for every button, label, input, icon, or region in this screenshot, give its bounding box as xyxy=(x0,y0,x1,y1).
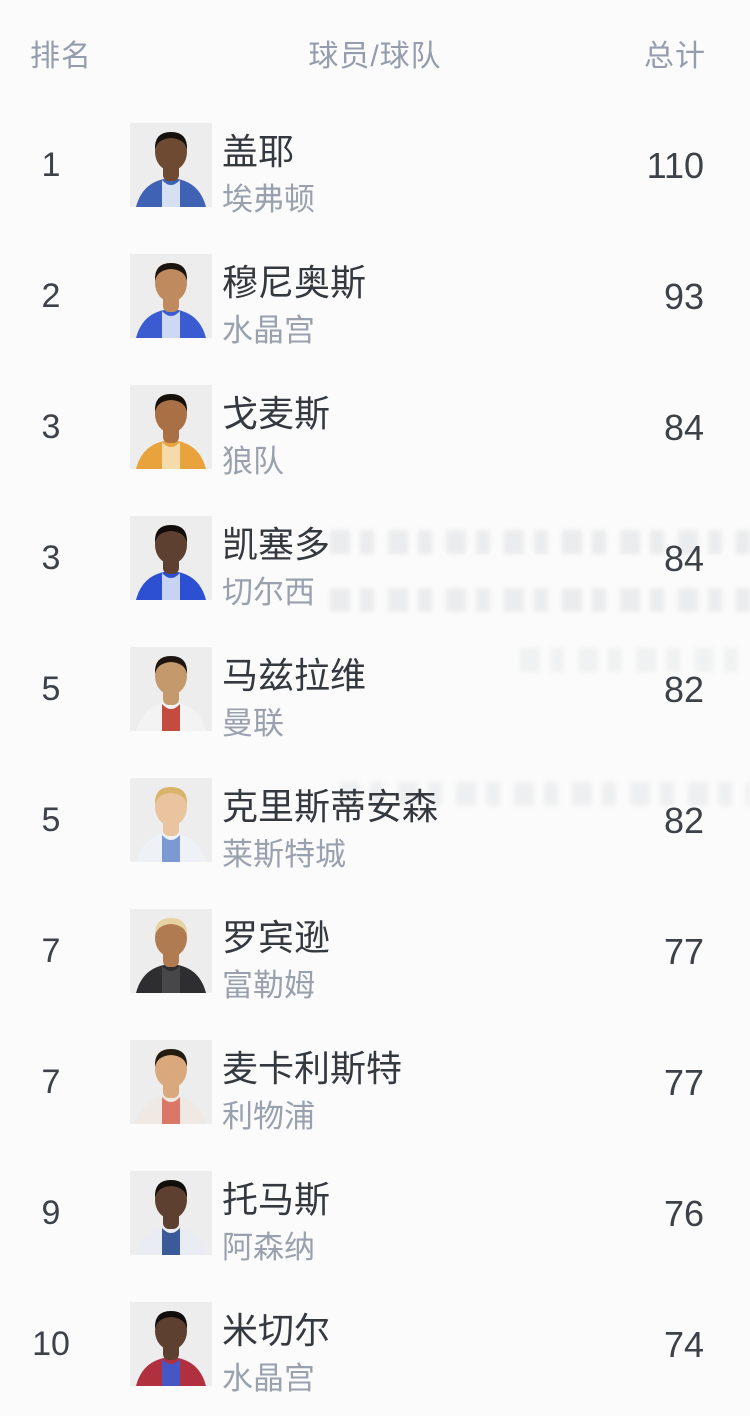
player-info: 凯塞多 切尔西 xyxy=(222,523,330,615)
table-row[interactable]: 7 麦卡利斯特 利物浦 77 xyxy=(0,1017,750,1148)
total-value: 82 xyxy=(663,800,704,841)
player-info: 穆尼奥斯 水晶宫 xyxy=(222,261,366,353)
rank-value: 1 xyxy=(41,146,61,184)
table-row[interactable]: 10 米切尔 水晶宫 74 xyxy=(0,1279,750,1410)
total-value: 110 xyxy=(646,145,704,186)
player-name: 马兹拉维 xyxy=(222,655,367,696)
rank-value: 5 xyxy=(41,801,61,839)
rank-value: 7 xyxy=(41,932,61,970)
total-value: 77 xyxy=(663,1062,704,1103)
table-row[interactable]: 5 克里斯蒂安森 莱斯特城 82 xyxy=(0,755,750,886)
player-info: 米切尔 水晶宫 xyxy=(222,1309,330,1401)
rank-value: 9 xyxy=(41,1194,61,1232)
player-name: 罗宾逊 xyxy=(222,917,331,958)
player-name: 米切尔 xyxy=(222,1310,331,1351)
player-info: 盖耶 埃弗顿 xyxy=(222,130,315,222)
player-name: 戈麦斯 xyxy=(222,393,331,434)
player-info: 麦卡利斯特 利物浦 xyxy=(222,1047,402,1139)
total-value: 93 xyxy=(663,276,704,317)
player-info: 托马斯 阿森纳 xyxy=(222,1178,330,1270)
player-name: 穆尼奥斯 xyxy=(222,262,367,303)
team-name: 狼队 xyxy=(222,444,284,479)
player-info: 戈麦斯 狼队 xyxy=(222,392,330,484)
player-info: 克里斯蒂安森 莱斯特城 xyxy=(222,785,438,877)
team-name: 利物浦 xyxy=(222,1099,315,1134)
team-name: 曼联 xyxy=(222,706,284,741)
column-header-player-team: 球员/球队 xyxy=(308,40,442,73)
player-info: 罗宾逊 富勒姆 xyxy=(222,916,330,1008)
player-avatar xyxy=(130,647,212,731)
table-header: 排名 球员/球队 总计 xyxy=(0,0,750,100)
player-avatar xyxy=(130,1171,212,1255)
team-name: 莱斯特城 xyxy=(222,837,346,872)
total-value: 77 xyxy=(663,931,704,972)
team-name: 水晶宫 xyxy=(222,1361,315,1396)
player-name: 麦卡利斯特 xyxy=(222,1048,403,1089)
player-name: 托马斯 xyxy=(222,1179,331,1220)
table-row[interactable]: 9 托马斯 阿森纳 76 xyxy=(0,1148,750,1279)
player-name: 盖耶 xyxy=(222,131,295,172)
player-avatar xyxy=(130,385,212,469)
column-header-rank: 排名 xyxy=(30,40,92,73)
player-avatar xyxy=(130,909,212,993)
table-row[interactable]: 7 罗宾逊 富勒姆 77 xyxy=(0,886,750,1017)
column-header-total: 总计 xyxy=(644,40,706,73)
team-name: 埃弗顿 xyxy=(222,182,315,217)
player-avatar xyxy=(130,778,212,862)
table-row[interactable]: 2 穆尼奥斯 水晶宫 93 xyxy=(0,231,750,362)
rank-value: 7 xyxy=(41,1063,61,1101)
rank-value: 2 xyxy=(41,277,61,315)
total-value: 82 xyxy=(663,669,704,710)
table-row[interactable]: 3 戈麦斯 狼队 84 xyxy=(0,362,750,493)
team-name: 切尔西 xyxy=(222,575,315,610)
total-value: 74 xyxy=(663,1324,704,1365)
table-row[interactable]: 1 盖耶 埃弗顿 110 xyxy=(0,100,750,231)
player-avatar xyxy=(130,1302,212,1386)
team-name: 阿森纳 xyxy=(222,1230,315,1265)
player-info: 马兹拉维 曼联 xyxy=(222,654,366,746)
total-value: 76 xyxy=(663,1193,704,1234)
total-value: 84 xyxy=(663,407,704,448)
rank-value: 5 xyxy=(41,670,61,708)
table-row[interactable]: 3 凯塞多 切尔西 84 xyxy=(0,493,750,624)
player-avatar xyxy=(130,123,212,207)
team-name: 水晶宫 xyxy=(222,313,315,348)
ranking-list: 1 盖耶 埃弗顿 110 2 穆尼奥斯 水晶宫 93 3 戈麦斯 狼队 84 3… xyxy=(0,100,750,1410)
rank-value: 10 xyxy=(32,1325,70,1363)
player-name: 凯塞多 xyxy=(222,524,331,565)
rank-value: 3 xyxy=(41,539,61,577)
team-name: 富勒姆 xyxy=(222,968,315,1003)
player-avatar xyxy=(130,516,212,600)
player-name: 克里斯蒂安森 xyxy=(222,786,439,827)
rank-value: 3 xyxy=(41,408,61,446)
total-value: 84 xyxy=(663,538,704,579)
table-row[interactable]: 5 马兹拉维 曼联 82 xyxy=(0,624,750,755)
player-avatar xyxy=(130,254,212,338)
player-avatar xyxy=(130,1040,212,1124)
